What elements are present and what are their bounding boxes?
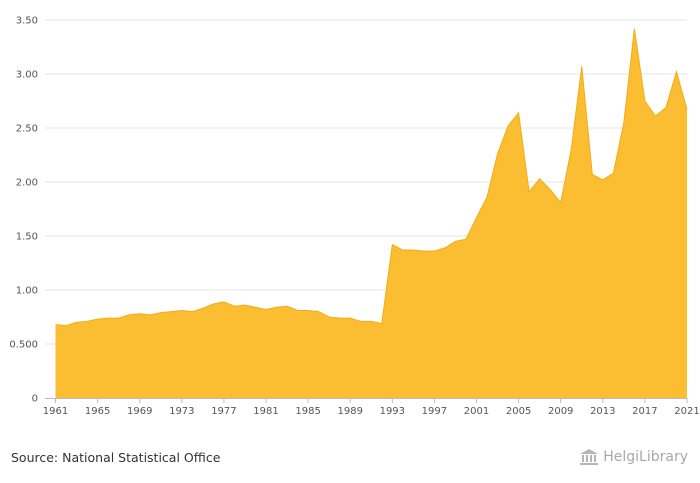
x-tick-label: 1985 — [295, 406, 320, 417]
x-tick-label: 2001 — [464, 406, 489, 417]
y-tick-label: 3.50 — [16, 16, 38, 27]
y-tick-label: 1.00 — [16, 286, 38, 297]
axes: 0 0.500 1.00 1.50 2.00 2.50 3.00 3.50 1961 1965 19… — [9, 16, 699, 418]
x-tick-label: 1977 — [211, 406, 236, 417]
area-series — [55, 28, 688, 398]
x-tick-label: 2005 — [506, 406, 531, 417]
x-tick-label: 1981 — [253, 406, 278, 417]
x-tick-label: 2017 — [632, 406, 657, 417]
x-tick-label: 1961 — [43, 406, 68, 417]
x-tick-label: 1989 — [337, 406, 362, 417]
brand-logo: HelgiLibrary — [579, 448, 688, 466]
x-tick-label: 1969 — [127, 406, 152, 417]
y-tick-label: 2.00 — [16, 178, 38, 189]
y-tick-label: 2.50 — [16, 124, 38, 135]
gridlines — [45, 19, 687, 345]
y-tick-label: 1.50 — [16, 232, 38, 243]
x-tick-label: 2013 — [590, 406, 615, 417]
y-tick-label: 0 — [32, 394, 38, 405]
x-tick-label: 2021 — [674, 406, 699, 417]
x-tick-label: 1965 — [85, 406, 110, 417]
source-note: Source: National Statistical Office — [11, 450, 221, 465]
y-tick-label: 3.00 — [16, 70, 38, 81]
area-line — [55, 28, 688, 327]
library-building-icon — [580, 449, 599, 465]
x-tick-label: 1993 — [380, 406, 405, 417]
x-tick-label: 1973 — [169, 406, 194, 417]
brand-name: HelgiLibrary — [603, 449, 688, 465]
x-tick-label: 2009 — [548, 406, 573, 417]
area-chart: 0 0.500 1.00 1.50 2.00 2.50 3.00 3.50 1961 1965 19… — [9, 16, 699, 418]
y-tick-label: 0.500 — [9, 340, 38, 351]
x-tick-label: 1997 — [422, 406, 447, 417]
area-fill — [55, 28, 687, 398]
